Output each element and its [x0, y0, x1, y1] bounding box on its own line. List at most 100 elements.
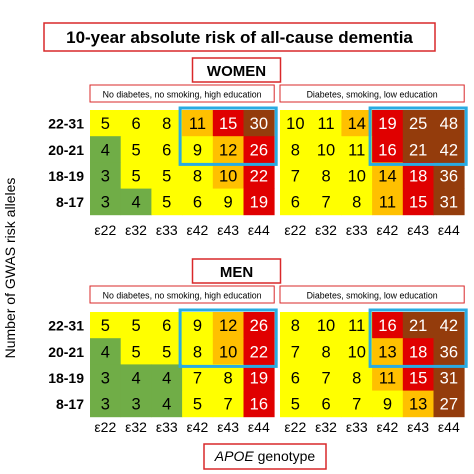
x-tick-label: ε43 — [217, 419, 239, 435]
heatmap-cell — [280, 338, 312, 365]
sex-label: MEN — [220, 264, 253, 281]
heatmap-cell — [341, 390, 373, 418]
heatmap-cell — [151, 136, 183, 163]
x-tick-label: ε22 — [284, 419, 306, 435]
cell-value: 6 — [321, 396, 330, 414]
heatmap-cell — [372, 364, 404, 391]
heatmap-cell — [280, 136, 312, 163]
heatmap-cell — [182, 110, 214, 137]
cell-value: 16 — [250, 396, 268, 414]
x-tick-label: ε43 — [407, 222, 429, 238]
heatmap-cell — [402, 188, 434, 216]
cell-value: 8 — [224, 370, 233, 388]
heatmap-cell — [280, 110, 312, 137]
cell-value: 15 — [409, 194, 427, 212]
cell-value: 7 — [291, 343, 300, 361]
cell-value: 8 — [162, 115, 171, 133]
heatmap-panels: WOMEN No diabetes, no smoking, high educa… — [48, 57, 468, 435]
cell-value: 4 — [131, 194, 140, 212]
heatmap-cell — [341, 188, 373, 216]
chart-title: 10-year absolute risk of all-cause demen… — [66, 28, 413, 47]
cell-value: 5 — [101, 115, 110, 133]
heatmap-cell — [341, 364, 373, 391]
heatmap-cell — [90, 364, 122, 391]
heatmap-cell — [151, 338, 183, 365]
heatmap-cell — [433, 390, 465, 418]
y-tick-label: 22-31 — [48, 318, 84, 334]
cell-value: 11 — [379, 370, 396, 388]
heatmap-cell — [310, 364, 342, 391]
heatmap-cell — [212, 110, 244, 137]
heatmap-cell — [120, 390, 152, 418]
cell-value: 4 — [162, 370, 171, 388]
sex-label-box — [191, 57, 282, 83]
x-tick-label: ε32 — [315, 419, 337, 435]
heatmap-cell — [243, 364, 275, 391]
heatmap-cell — [372, 390, 404, 418]
y-axis-label-group: Number of GWAS risk alleles — [2, 178, 18, 359]
cell-value: 8 — [321, 168, 330, 186]
heatmap-cell — [433, 110, 465, 137]
heatmap-cell — [341, 162, 373, 189]
heatmap-cell — [120, 338, 152, 365]
heatmap-cell — [280, 312, 312, 339]
cell-value: 25 — [409, 115, 427, 133]
cell-value: 22 — [250, 168, 268, 186]
cell-value: 42 — [440, 317, 458, 335]
heatmap-cell — [433, 162, 465, 189]
cell-value: 3 — [131, 396, 140, 414]
cell-value: 10 — [348, 168, 366, 186]
x-tick-label: ε33 — [156, 419, 178, 435]
x-axis-label-suffix: genotype — [254, 448, 316, 464]
heatmap-cell — [90, 136, 122, 163]
cell-value: 36 — [440, 168, 458, 186]
cell-value: 3 — [101, 194, 110, 212]
y-tick-label: 8-17 — [56, 396, 84, 412]
cell-value: 9 — [383, 396, 392, 414]
sex-label-box — [191, 258, 282, 284]
cell-value: 8 — [193, 343, 202, 361]
x-tick-label: ε33 — [156, 222, 178, 238]
heatmap-cell — [90, 188, 122, 216]
heatmap-cell — [120, 136, 152, 163]
heatmap-cell — [243, 188, 275, 216]
heatmap-cell — [402, 110, 434, 137]
cell-value: 4 — [131, 370, 140, 388]
heatmap-cell — [341, 338, 373, 365]
cell-value: 18 — [409, 168, 427, 186]
cell-value: 16 — [378, 317, 396, 335]
cell-value: 22 — [250, 343, 268, 361]
cell-value: 13 — [409, 396, 427, 414]
cell-value: 12 — [219, 317, 237, 335]
y-tick-label: 8-17 — [56, 194, 84, 210]
cell-value: 3 — [101, 396, 110, 414]
cell-value: 5 — [291, 396, 300, 414]
cell-value: 5 — [162, 343, 171, 361]
panel-label-box — [89, 285, 275, 304]
cell-value: 11 — [348, 141, 365, 159]
cell-value: 21 — [409, 317, 427, 335]
cell-value: 8 — [291, 141, 300, 159]
heatmap-cell — [212, 188, 244, 216]
heatmap-cell — [120, 188, 152, 216]
heatmap-cell — [182, 364, 214, 391]
heatmap-cell — [120, 312, 152, 339]
heatmap-cell — [310, 136, 342, 163]
cell-value: 7 — [321, 194, 330, 212]
cell-value: 9 — [224, 194, 233, 212]
cell-value: 16 — [378, 141, 396, 159]
x-tick-label: ε44 — [438, 222, 460, 238]
cell-value: 5 — [162, 168, 171, 186]
cell-value: 26 — [250, 317, 268, 335]
cell-value: 4 — [101, 141, 110, 159]
x-tick-label: ε22 — [284, 222, 306, 238]
heatmap-cell — [212, 390, 244, 418]
heatmap-cell — [212, 136, 244, 163]
cell-value: 4 — [162, 396, 171, 414]
panel-label: Diabetes, smoking, low education — [307, 90, 438, 100]
cell-value: 7 — [291, 168, 300, 186]
cell-value: 18 — [409, 343, 427, 361]
heatmap-cell — [280, 188, 312, 216]
cell-value: 11 — [379, 194, 396, 212]
cell-value: 10 — [286, 115, 304, 133]
